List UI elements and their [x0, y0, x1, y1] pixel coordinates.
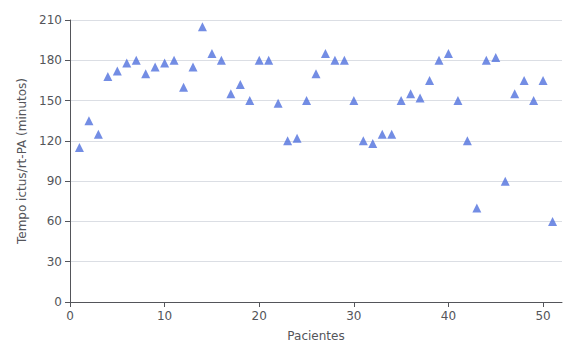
svg-text:60: 60 [47, 214, 62, 228]
svg-text:0: 0 [54, 295, 62, 309]
svg-text:10: 10 [157, 309, 172, 323]
svg-text:210: 210 [39, 13, 62, 27]
svg-text:120: 120 [39, 134, 62, 148]
svg-text:0: 0 [66, 309, 74, 323]
svg-text:30: 30 [47, 255, 62, 269]
svg-text:20: 20 [252, 309, 267, 323]
svg-text:Pacientes: Pacientes [287, 329, 344, 343]
svg-text:180: 180 [39, 53, 62, 67]
svg-text:90: 90 [47, 174, 62, 188]
svg-text:Tempo ictus/rt-PA (minutos): Tempo ictus/rt-PA (minutos) [15, 78, 29, 245]
svg-text:40: 40 [441, 309, 456, 323]
svg-text:50: 50 [535, 309, 550, 323]
svg-text:30: 30 [346, 309, 361, 323]
svg-text:150: 150 [39, 94, 62, 108]
